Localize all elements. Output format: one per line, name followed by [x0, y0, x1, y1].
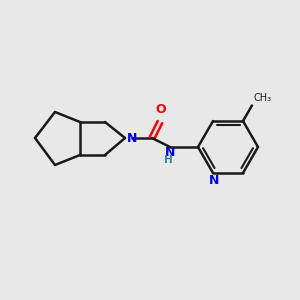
Text: O: O: [156, 103, 166, 116]
Text: N: N: [209, 174, 219, 187]
Text: CH₃: CH₃: [254, 93, 272, 103]
Text: H: H: [164, 155, 172, 165]
Text: N: N: [127, 131, 137, 145]
Text: N: N: [165, 146, 175, 159]
